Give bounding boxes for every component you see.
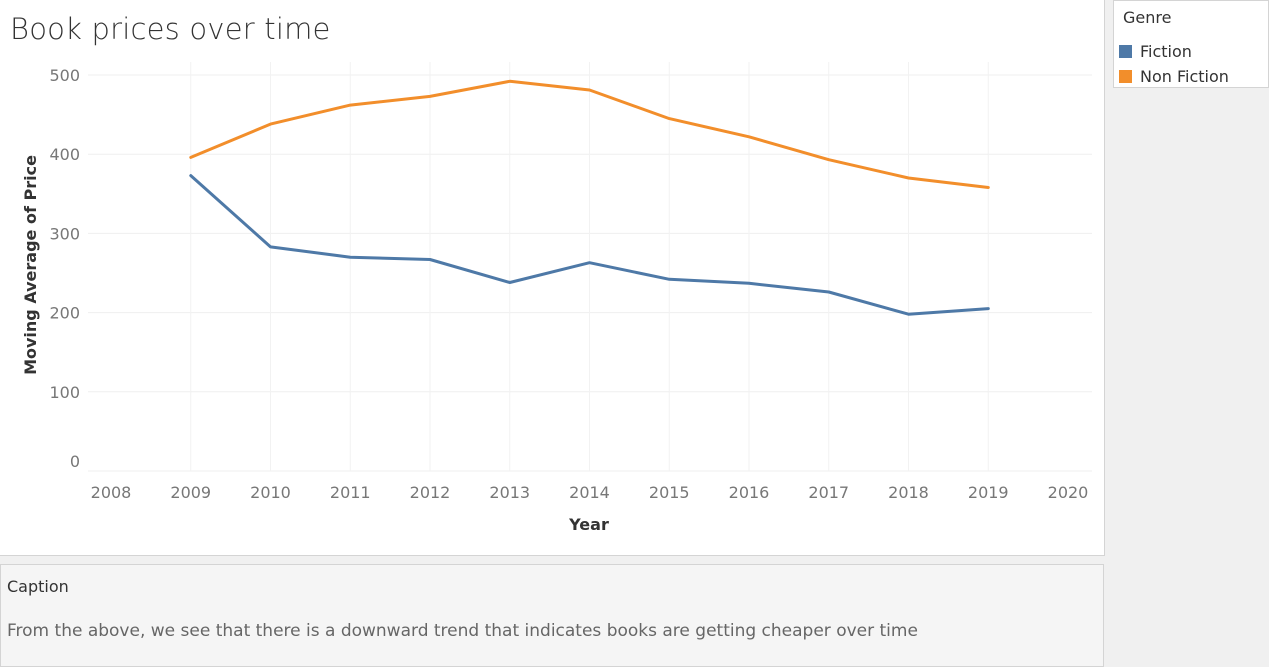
x-tick-label: 2016	[729, 483, 770, 502]
y-tick-label: 0	[70, 452, 80, 471]
line-chart: 0 100 200 300 400 500 2008 2009 2010 2011 2012 201…	[21, 62, 1092, 534]
legend-item-non-fiction[interactable]: Non Fiction	[1119, 66, 1229, 86]
x-tick-label: 2018	[888, 483, 929, 502]
x-axis-ticks: 2008 2009 2010 2011 2012 2013 2014 2015 2016 2017…	[91, 483, 1089, 502]
y-tick-label: 500	[49, 66, 80, 85]
caption-text: From the above, we see that there is a d…	[7, 621, 918, 641]
series-lines	[189, 79, 990, 316]
chart-title: Book prices over time	[10, 12, 331, 46]
legend-label-fiction: Fiction	[1140, 41, 1192, 61]
x-tick-label: 2008	[91, 483, 132, 502]
x-tick-label: 2017	[808, 483, 849, 502]
y-tick-label: 200	[49, 304, 80, 323]
legend-item-fiction[interactable]: Fiction	[1119, 41, 1192, 61]
x-tick-label: 2014	[569, 483, 610, 502]
chart-panel: 0 100 200 300 400 500 2008 2009 2010 2011 2012 201…	[0, 0, 1105, 556]
legend-swatch-non-fiction	[1119, 69, 1132, 83]
legend-label-non-fiction: Non Fiction	[1140, 66, 1229, 86]
legend-title: Genre	[1123, 8, 1172, 27]
y-tick-label: 300	[49, 224, 80, 243]
series-line-fiction[interactable]	[189, 174, 990, 316]
x-tick-label: 2013	[489, 483, 530, 502]
series-line-non-fiction[interactable]	[189, 79, 990, 189]
x-tick-label: 2020	[1048, 483, 1089, 502]
x-tick-label: 2019	[968, 483, 1009, 502]
y-axis-ticks: 0 100 200 300 400 500	[49, 66, 80, 471]
caption-title: Caption	[7, 577, 69, 596]
x-tick-label: 2015	[649, 483, 690, 502]
grid-lines	[88, 62, 1092, 472]
legend[interactable]: Genre Fiction Non Fiction	[1113, 0, 1269, 88]
x-tick-label: 2012	[410, 483, 451, 502]
y-axis-title: Moving Average of Price	[21, 155, 40, 375]
x-axis-title: Year	[568, 515, 609, 534]
x-tick-label: 2011	[330, 483, 371, 502]
y-tick-label: 400	[49, 145, 80, 164]
x-tick-label: 2010	[250, 483, 291, 502]
caption-panel: Caption From the above, we see that ther…	[0, 564, 1104, 667]
y-tick-label: 100	[49, 383, 80, 402]
legend-swatch-fiction	[1119, 44, 1132, 58]
x-tick-label: 2009	[170, 483, 211, 502]
